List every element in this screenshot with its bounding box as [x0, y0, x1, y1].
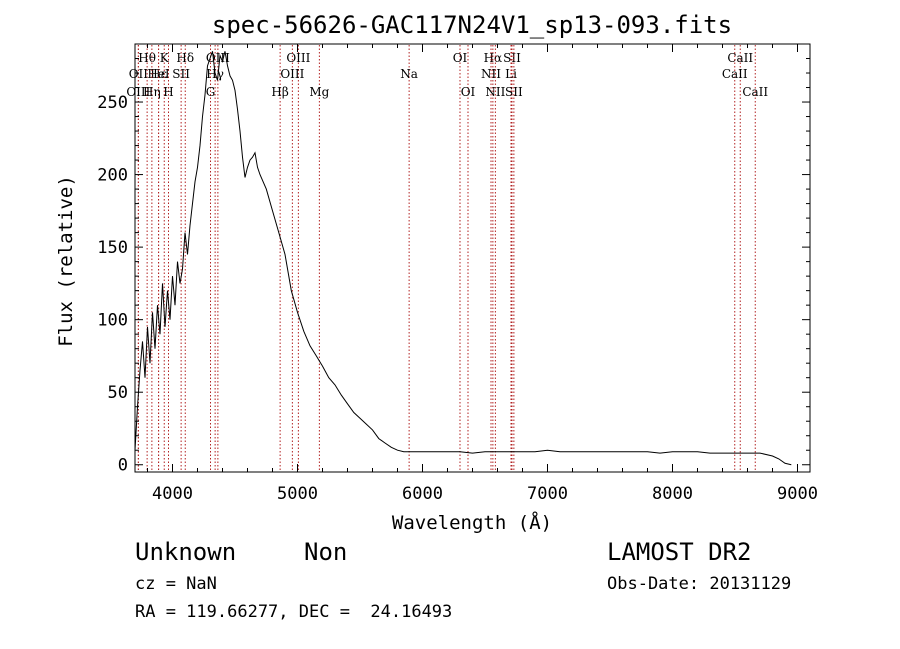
y-tick-label: 250: [97, 93, 128, 113]
line-marker-label: Hθ: [138, 51, 156, 65]
y-tick-label: 0: [118, 456, 128, 476]
x-tick-label: 7000: [527, 484, 568, 504]
x-tick-label: 4000: [152, 484, 193, 504]
chart-title: spec-56626-GAC117N24V1_sp13-093.fits: [212, 11, 732, 39]
line-marker-label: NII: [481, 67, 501, 81]
x-tick-label: 8000: [652, 484, 693, 504]
line-marker-label: G: [206, 85, 216, 99]
x-tick-label: 9000: [777, 484, 818, 504]
line-marker-label: K: [160, 51, 170, 65]
coordinates: RA = 119.66277, DEC = 24.16493: [135, 602, 453, 622]
y-tick-label: 50: [108, 383, 128, 403]
spectrum-line: [134, 51, 792, 466]
survey-name: LAMOST DR2: [607, 538, 752, 566]
line-marker-label: Li: [505, 67, 517, 81]
x-tick-label: 6000: [402, 484, 443, 504]
x-tick-label: 5000: [277, 484, 318, 504]
redshift-cz: cz = NaN: [135, 574, 217, 594]
line-marker-label: SII: [505, 85, 523, 99]
line-marker-label: OI: [453, 51, 468, 65]
line-marker-label: OIII: [280, 67, 304, 81]
line-marker-label: OIII: [126, 85, 150, 99]
line-marker-label: SII: [503, 51, 521, 65]
y-tick-label: 150: [97, 238, 128, 258]
line-marker-label: Na: [400, 67, 418, 81]
y-tick-label: 100: [97, 311, 128, 331]
y-axis-label: Flux (relative): [55, 175, 77, 347]
line-marker-label: OI: [461, 85, 476, 99]
object-subclass: Non: [304, 538, 348, 566]
line-marker-label: OIII: [286, 51, 310, 65]
line-marker-label: Hα: [484, 51, 503, 65]
x-axis-label: Wavelength (Å): [392, 511, 552, 534]
line-marker-label: CaII: [742, 85, 768, 99]
observation-date: Obs-Date: 20131129: [607, 574, 792, 594]
line-marker-label: CaII: [722, 67, 748, 81]
line-marker-label: SII: [172, 67, 190, 81]
line-marker-label: Hδ: [176, 51, 194, 65]
object-class: Unknown: [135, 538, 237, 566]
line-marker-label: Hβ: [271, 85, 288, 99]
axes: 4000 5000 6000 7000 8000 9000 0 50 100 150 200 250: [97, 44, 818, 504]
plot-frame: [134, 43, 811, 473]
line-marker-label: H: [163, 85, 173, 99]
line-marker-label: NII: [485, 85, 505, 99]
line-marker-label: HeI: [147, 67, 170, 81]
line-marker-label: CaII: [727, 51, 753, 65]
line-marker-label: Mg: [309, 85, 329, 99]
line-marker-label: Hη: [143, 85, 161, 99]
y-tick-label: 200: [97, 166, 128, 186]
